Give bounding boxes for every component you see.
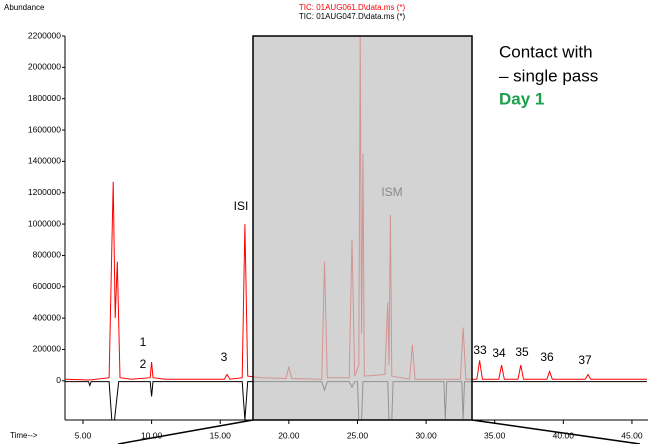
y-axis-label: Abundance xyxy=(4,3,45,12)
peak-label: 37 xyxy=(578,353,592,367)
x-tick-label: 45.00 xyxy=(621,430,643,440)
y-tick-label: 2000000 xyxy=(28,62,61,72)
y-tick-label: 200000 xyxy=(33,344,62,354)
note: Day 1 xyxy=(499,89,544,108)
peak-label: 35 xyxy=(515,345,529,359)
x-tick-label: 20.00 xyxy=(278,430,300,440)
x-axis-label: Time--> xyxy=(10,431,38,440)
peak-label: ISI xyxy=(234,199,249,213)
peak-label: 3 xyxy=(221,350,228,364)
y-tick-label: 800000 xyxy=(33,250,62,260)
peak-label: 33 xyxy=(473,343,487,357)
zoom-box xyxy=(252,35,473,421)
y-tick-label: 1400000 xyxy=(28,156,61,166)
y-tick-label: 0 xyxy=(56,375,61,385)
zoom-line xyxy=(117,419,254,444)
note: Contact with xyxy=(499,42,593,61)
legend-entry: TIC: 01AUG061.D\data.ms (*) xyxy=(299,3,406,12)
legend-entry: TIC: 01AUG047.D\data.ms (*) xyxy=(299,12,406,21)
x-tick-label: 10.00 xyxy=(141,430,163,440)
peak-label: 1 xyxy=(140,335,147,349)
y-tick-label: 600000 xyxy=(33,281,62,291)
x-tick-label: 15.00 xyxy=(210,430,232,440)
y-tick-label: 400000 xyxy=(33,312,62,322)
peak-label: 34 xyxy=(492,346,506,360)
y-tick-label: 1600000 xyxy=(28,124,61,134)
peak-label: 2 xyxy=(140,357,147,371)
y-tick-label: 2200000 xyxy=(28,30,61,40)
x-tick-label: 5.00 xyxy=(75,430,92,440)
y-tick-label: 1800000 xyxy=(28,93,61,103)
y-tick-label: 1000000 xyxy=(28,218,61,228)
x-tick-label: 35.00 xyxy=(484,430,506,440)
x-tick-label: 30.00 xyxy=(415,430,437,440)
zoom-line xyxy=(471,419,641,444)
x-tick-label: 25.00 xyxy=(347,430,369,440)
x-tick-label: 40.00 xyxy=(553,430,575,440)
peak-label: ISM xyxy=(381,185,402,199)
y-tick-label: 1200000 xyxy=(28,187,61,197)
peak-label: 36 xyxy=(540,350,554,364)
note: – single pass xyxy=(499,66,598,85)
